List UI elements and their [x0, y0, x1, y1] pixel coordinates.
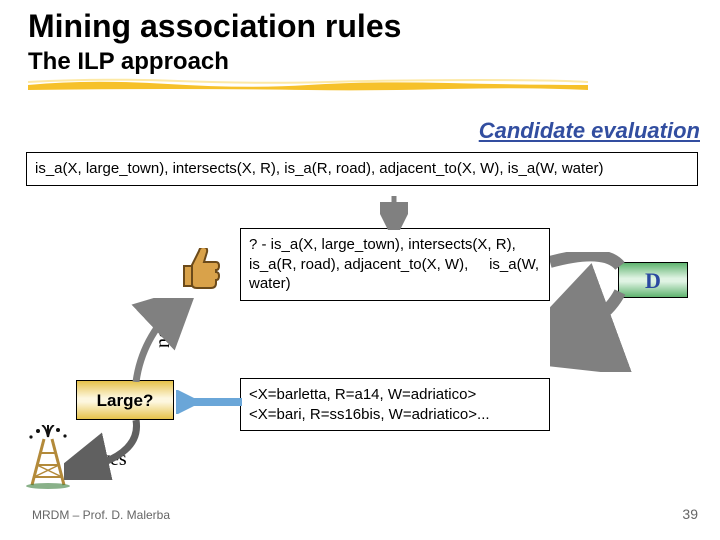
- arrow-query-to-db: [550, 252, 670, 372]
- page-number: 39: [682, 506, 698, 522]
- oil-well-icon: [22, 425, 74, 494]
- result-box: <X=barletta, R=a14, W=adriatico> <X=bari…: [240, 378, 550, 431]
- large-decision-box: Large?: [76, 380, 174, 420]
- query-box: ? - is_a(X, large_town), intersects(X, R…: [240, 228, 550, 301]
- section-heading: Candidate evaluation: [479, 118, 700, 144]
- arrow-result-to-large: [176, 390, 242, 414]
- rule-box: is_a(X, large_town), intersects(X, R), i…: [26, 152, 698, 186]
- thumbs-down-icon: [170, 248, 226, 309]
- arrow-large-no: [130, 298, 200, 382]
- arrow-large-yes: [64, 420, 154, 480]
- slide-title: Mining association rules: [28, 8, 401, 45]
- arrow-rule-to-query: [380, 196, 408, 230]
- title-underline: [28, 78, 588, 92]
- slide-subtitle: The ILP approach: [28, 48, 229, 76]
- footer-text: MRDM – Prof. D. Malerba: [32, 508, 170, 522]
